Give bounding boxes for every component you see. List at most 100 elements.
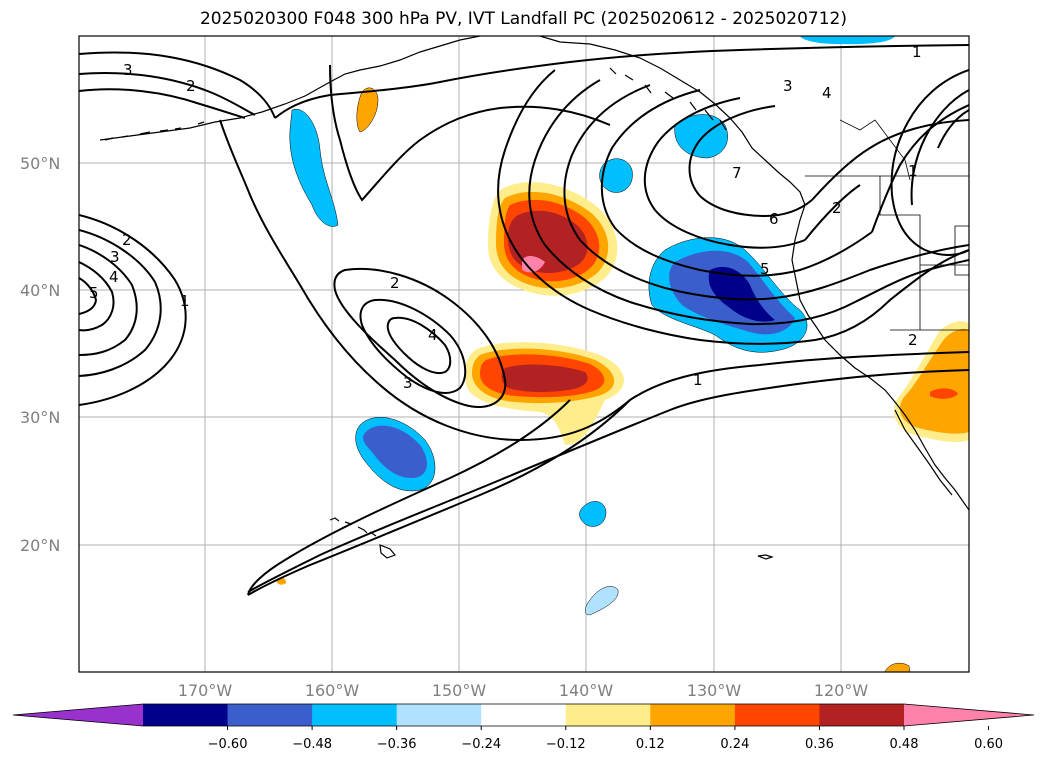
colorbar-swatch xyxy=(227,704,313,726)
pv-positive-shading xyxy=(276,87,969,672)
coastline-aleutian-islands xyxy=(104,121,205,141)
colorbar-tick-label: −0.12 xyxy=(546,737,586,752)
contour-labels: 3 2 1 4 3 7 6 5 2 1 2 3 4 5 1 2 4 3 1 2 xyxy=(89,43,922,392)
pv-anomaly-small-south-2 xyxy=(585,586,619,616)
colorbar-tick-label: 0.24 xyxy=(720,737,749,752)
contour-east-1 xyxy=(890,69,969,256)
coastline-alaska-aleutians xyxy=(99,36,481,141)
colorbar-tick-label: −0.24 xyxy=(461,737,501,752)
contour-north-2 xyxy=(79,71,256,116)
colorbar-swatch xyxy=(396,704,482,726)
contour-east-coast xyxy=(804,104,969,241)
political-borders xyxy=(805,119,969,331)
pv-anomaly-alaska-south xyxy=(289,109,339,227)
contour-west-3 xyxy=(79,244,138,356)
contour-label: 3 xyxy=(783,77,793,95)
pv-anomaly-top-edge xyxy=(800,36,895,45)
pv-anomaly-subtropic-core xyxy=(363,425,427,478)
lon-label: 150°W xyxy=(432,681,487,700)
longitude-labels: 170°W 160°W 150°W 140°W 130°W 120°W xyxy=(178,681,869,700)
pv-anomaly-socal xyxy=(899,328,969,434)
colorbar-tick-label: −0.36 xyxy=(377,737,417,752)
contour-label: 1 xyxy=(693,371,703,389)
contour-tropical-1 xyxy=(247,399,631,596)
pv-anomaly-gulf-alaska xyxy=(674,114,728,159)
coastline-tiny-island xyxy=(757,554,774,560)
contour-main-5 xyxy=(643,97,806,249)
colorbar-tick-label: −0.60 xyxy=(208,737,248,752)
pv-anomaly-north-pacific-max xyxy=(522,255,545,273)
contour-center-2 xyxy=(333,268,507,408)
contour-label: 4 xyxy=(428,326,438,344)
lon-label: 120°W xyxy=(814,681,869,700)
colorbar-swatch xyxy=(481,704,567,726)
colorbar-swatch xyxy=(819,704,905,726)
pv-anomaly-bottom-edge xyxy=(884,662,911,672)
coastline-gulf-alaska-islands xyxy=(609,67,727,131)
contour-label: 5 xyxy=(760,260,770,278)
pv-anomaly-small-south-1 xyxy=(579,501,607,527)
contour-main-3 xyxy=(563,84,969,301)
lon-label: 130°W xyxy=(687,681,742,700)
colorbar-swatch xyxy=(143,704,229,726)
colorbar-swatch xyxy=(312,704,398,726)
contour-label: 1 xyxy=(912,43,922,61)
lat-label: 20°N xyxy=(20,536,60,555)
pv-anomaly-small-north xyxy=(599,158,633,193)
contour-label: 4 xyxy=(109,268,119,286)
pv-anomaly-subtropic-pos-core xyxy=(501,364,588,393)
map-title: 2025020300 F048 300 hPa PV, IVT Landfall… xyxy=(199,9,847,29)
contour-north-3 xyxy=(79,88,246,119)
colorbar-tick-label: 0.12 xyxy=(636,737,665,752)
lat-label: 30°N xyxy=(20,408,60,427)
lon-label: 140°W xyxy=(559,681,614,700)
contour-aleutian-1 xyxy=(219,119,969,442)
contour-tropical-2 xyxy=(247,369,969,593)
lon-label: 170°W xyxy=(178,681,233,700)
contour-west-1 xyxy=(79,214,187,406)
contour-west-5 xyxy=(79,277,98,315)
contour-label: 2 xyxy=(832,199,842,217)
colorbar-swatch xyxy=(565,704,651,726)
coastline-alaska-mainland xyxy=(539,36,969,511)
contour-label: 1 xyxy=(908,162,918,180)
contour-label: 2 xyxy=(186,77,196,95)
contour-label: 3 xyxy=(123,61,133,79)
contour-label: 1 xyxy=(180,292,190,310)
colorbar-tick-label: 0.60 xyxy=(974,737,1003,752)
latitude-labels: 50°N 40°N 30°N 20°N xyxy=(20,154,60,555)
contour-label: 7 xyxy=(732,164,742,182)
lon-label: 160°W xyxy=(305,681,360,700)
colorbar-extend-low xyxy=(13,704,143,726)
contour-label: 2 xyxy=(122,231,132,249)
contour-west-4 xyxy=(79,261,115,332)
colorbar: −0.60 −0.48 −0.36 −0.24 −0.12 0.12 0.24 0.36 0.4… xyxy=(12,703,1035,752)
pv-anomaly-west-coast-core xyxy=(708,266,775,322)
contour-east-2 xyxy=(910,89,969,206)
contour-label: 3 xyxy=(110,248,120,266)
contour-label: 5 xyxy=(89,284,99,302)
colorbar-swatch xyxy=(650,704,736,726)
colorbar-tick-label: 0.36 xyxy=(805,737,834,752)
lat-label: 50°N xyxy=(20,154,60,173)
contour-label: 2 xyxy=(908,331,918,349)
contour-north-1 xyxy=(79,44,969,119)
colorbar-tick-label: −0.48 xyxy=(292,737,332,752)
colorbar-tick-label: 0.48 xyxy=(890,737,919,752)
contour-center-3 xyxy=(359,298,467,394)
contour-label: 4 xyxy=(822,84,832,102)
ivt-contours xyxy=(79,44,969,596)
contour-center-4 xyxy=(386,316,452,374)
contour-main-1 xyxy=(497,69,969,345)
contour-east-3 xyxy=(937,109,969,149)
pv-anomaly-alaska-small xyxy=(356,87,379,133)
coastline-hawaii xyxy=(329,517,397,559)
contour-label: 2 xyxy=(390,274,400,292)
lat-label: 40°N xyxy=(20,281,60,300)
map-frame xyxy=(78,35,970,673)
contour-main-6 xyxy=(688,105,813,218)
colorbar-swatch xyxy=(734,704,820,726)
contour-main-2 xyxy=(528,79,969,326)
colorbar-extend-high xyxy=(904,704,1034,726)
